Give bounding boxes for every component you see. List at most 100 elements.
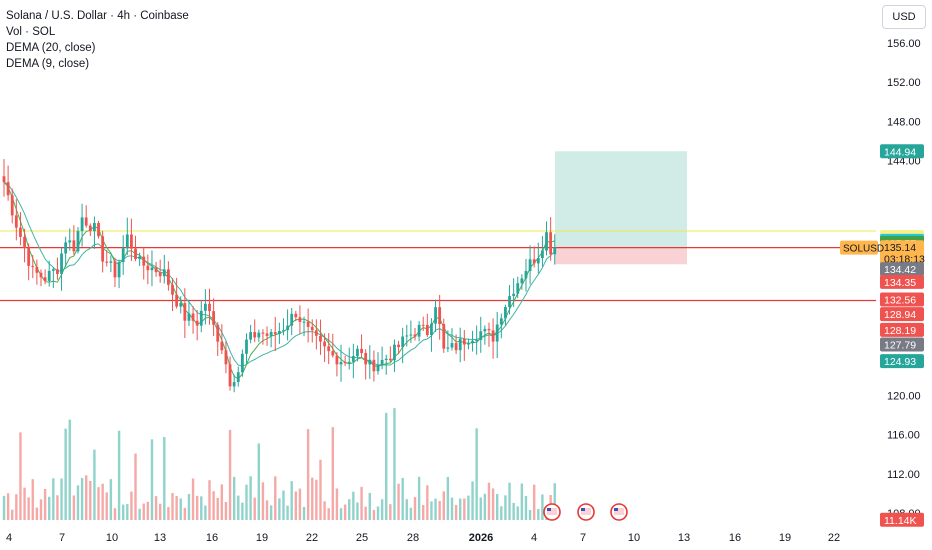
target-zone[interactable] [555,151,687,248]
candle [442,318,446,353]
candle [446,330,450,352]
volume-bar [142,503,145,520]
volume-bar [35,507,39,520]
candle [458,327,462,363]
price-label-text: 128.94 [884,309,916,321]
volume-bar [508,482,511,520]
volume-bar [343,504,347,520]
volume-bar [524,496,528,520]
volume-bar [52,478,55,520]
price-tick-label: 148.00 [887,116,921,128]
volume-bar [463,498,466,520]
candle [154,261,158,277]
candle [434,299,437,332]
candle [191,306,195,334]
volume-series [2,408,556,520]
candle [528,245,532,285]
economic-event-icon[interactable] [577,503,595,521]
volume-bar [360,486,363,520]
candle [376,352,380,375]
price-tick-label: 156.00 [887,38,921,50]
volume-bar [64,428,67,520]
volume-bar [212,491,215,520]
price-label-text: 135.14 [884,242,916,254]
volume-bar [352,491,355,520]
volume-bar [426,485,429,520]
candle [508,285,511,315]
volume-bar [216,497,219,520]
volume-bar [553,483,556,520]
stop-zone[interactable] [555,247,687,265]
time-tick-label: 28 [407,532,419,544]
candle [39,269,43,287]
volume-bar [323,501,326,520]
price-label-pill [880,322,924,337]
volume-bar [241,502,244,520]
volume-bar [72,495,76,520]
candle [10,188,14,224]
candle [6,165,10,201]
candle [183,288,187,339]
candle [203,289,207,325]
volume-bar [150,439,154,520]
legend-dema-20: DEMA (20, close) [6,42,96,54]
volume-bar [191,478,195,520]
volume-bar [516,506,519,520]
candle [72,225,76,255]
time-tick-label: 10 [106,532,118,544]
time-tick-label: 7 [580,532,586,544]
candle [130,218,133,262]
volume-bar [138,508,141,520]
candle [31,254,35,279]
candle [273,316,277,352]
candle [450,328,454,351]
volume-bar [220,484,224,520]
candle [454,334,458,354]
time-tick-label: 7 [59,532,65,544]
currency-button[interactable]: USD [882,5,926,29]
volume-bar [467,495,470,520]
candle [27,243,31,281]
candle [84,205,88,228]
price-label-pill [880,262,924,277]
candle [236,366,240,387]
candle [290,307,294,336]
candle [286,309,289,341]
candle [479,316,483,353]
volume-bar [348,499,351,520]
volume-bar [393,408,396,520]
volume-bar [113,508,117,520]
price-label-pill [880,292,924,307]
candle [105,250,109,267]
price-label-text: 134.42 [884,264,916,276]
economic-event-icon[interactable] [543,503,561,521]
price-tick-label: 116.00 [887,430,920,442]
candle [2,159,6,197]
time-tick-label: 22 [828,532,840,544]
price-tick-label: 144.00 [887,155,921,167]
volume-bar [405,499,408,520]
volume-bar [487,482,491,520]
economic-event-icon[interactable] [610,503,628,521]
time-tick-label: 16 [729,532,741,544]
volume-bar [253,497,256,520]
candle [339,344,343,382]
volume-bar [541,494,544,520]
candle [199,300,203,333]
price-label-pill [880,354,924,369]
volume-bar [261,482,265,520]
candle [351,343,355,379]
candle [60,247,63,291]
volume-bar [245,484,248,520]
candle [393,339,396,372]
volume-bar [335,488,339,520]
candle [380,346,384,370]
candle [483,325,487,345]
volume-bar [397,483,400,520]
candle [421,316,425,332]
candle [208,288,211,325]
volume-bar [278,498,281,520]
volume-bar [401,478,404,520]
time-axis[interactable]: 4 7 10 13 16 19 22 25 28 2026 4 7 10 13 16 19 22 [6,532,840,544]
